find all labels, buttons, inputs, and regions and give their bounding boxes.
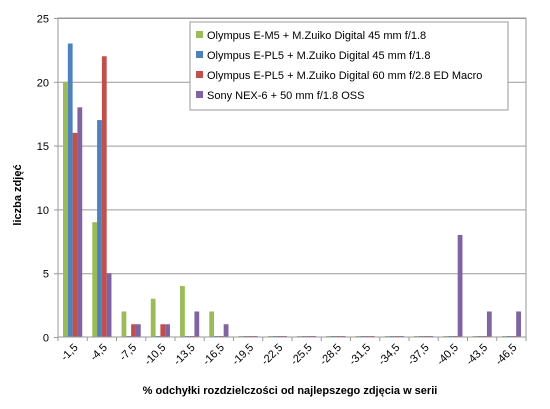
bar bbox=[101, 56, 107, 337]
x-tick-label: -40,5 bbox=[435, 342, 461, 368]
bar bbox=[160, 324, 166, 337]
y-tick-label: 5 bbox=[43, 269, 49, 281]
x-tick-label: -28,5 bbox=[318, 342, 344, 368]
x-tick-label: -10,5 bbox=[142, 342, 168, 368]
bar bbox=[92, 222, 98, 337]
bar bbox=[150, 298, 156, 337]
bar bbox=[209, 311, 215, 337]
legend-box bbox=[189, 21, 509, 111]
legend-label: Olympus E-PL5 + M.Zuiko Digital 45 mm f/… bbox=[207, 50, 430, 62]
bar bbox=[77, 107, 83, 337]
y-tick-label: 25 bbox=[37, 14, 49, 26]
x-tick-label: -4,5 bbox=[88, 342, 110, 364]
legend-label: Sony NEX-6 + 50 mm f/1.8 OSS bbox=[207, 90, 364, 102]
y-tick-label: 20 bbox=[37, 77, 49, 89]
x-tick-label: -16,5 bbox=[201, 342, 227, 368]
bar bbox=[97, 120, 102, 337]
bar bbox=[72, 132, 78, 337]
bar bbox=[121, 311, 127, 337]
x-tick-label: -22,5 bbox=[259, 342, 285, 368]
bars bbox=[63, 43, 521, 338]
legend-swatch bbox=[196, 91, 203, 98]
x-tick-label: -34,5 bbox=[376, 342, 402, 368]
legend-swatch bbox=[196, 51, 203, 58]
x-tick-label: -31,5 bbox=[347, 342, 373, 368]
x-tick-label: -25,5 bbox=[289, 342, 315, 368]
legend-swatch bbox=[196, 71, 203, 78]
x-tick-label: -43,5 bbox=[464, 342, 490, 368]
x-tick-label: -37,5 bbox=[406, 342, 432, 368]
legend: Olympus E-M5 + M.Zuiko Digital 45 mm f/1… bbox=[189, 21, 509, 111]
x-tick-label: -19,5 bbox=[230, 342, 256, 368]
x-tick-label: -7,5 bbox=[117, 342, 139, 364]
bar bbox=[194, 311, 200, 337]
x-tick-label: -1,5 bbox=[59, 342, 81, 364]
bar bbox=[63, 81, 68, 337]
legend-label: Olympus E-PL5 + M.Zuiko Digital 60 mm f/… bbox=[207, 70, 482, 82]
bar bbox=[131, 324, 136, 337]
legend-label: Olympus E-M5 + M.Zuiko Digital 45 mm f/1… bbox=[207, 30, 426, 42]
bar bbox=[457, 234, 463, 337]
bar bbox=[135, 324, 141, 337]
bar bbox=[516, 311, 521, 337]
x-tick-labels: -1,5 -4,5 -7,5 -10,5 -13,5 -16,5 -19,5 -22,5 -25… bbox=[59, 342, 520, 368]
x-tick-label: -13,5 bbox=[172, 342, 198, 368]
y-tick-label: 15 bbox=[37, 141, 49, 153]
y-axis-title: liczba zdjęć bbox=[12, 164, 24, 225]
bar bbox=[180, 285, 185, 337]
y-tick-labels: 0 5 10 15 20 25 bbox=[37, 14, 49, 345]
axes bbox=[54, 17, 527, 341]
y-tick-label: 10 bbox=[37, 205, 49, 217]
x-tick-label: -46,5 bbox=[493, 342, 519, 368]
y-tick-label: 0 bbox=[43, 333, 49, 345]
x-axis-title: % odchyłki rozdzielczości od najlepszego… bbox=[143, 385, 438, 397]
bar bbox=[106, 273, 112, 337]
legend-swatch bbox=[196, 31, 203, 38]
bar bbox=[165, 324, 170, 337]
bar bbox=[223, 324, 229, 337]
bar bbox=[67, 43, 73, 338]
bar bbox=[486, 311, 492, 337]
